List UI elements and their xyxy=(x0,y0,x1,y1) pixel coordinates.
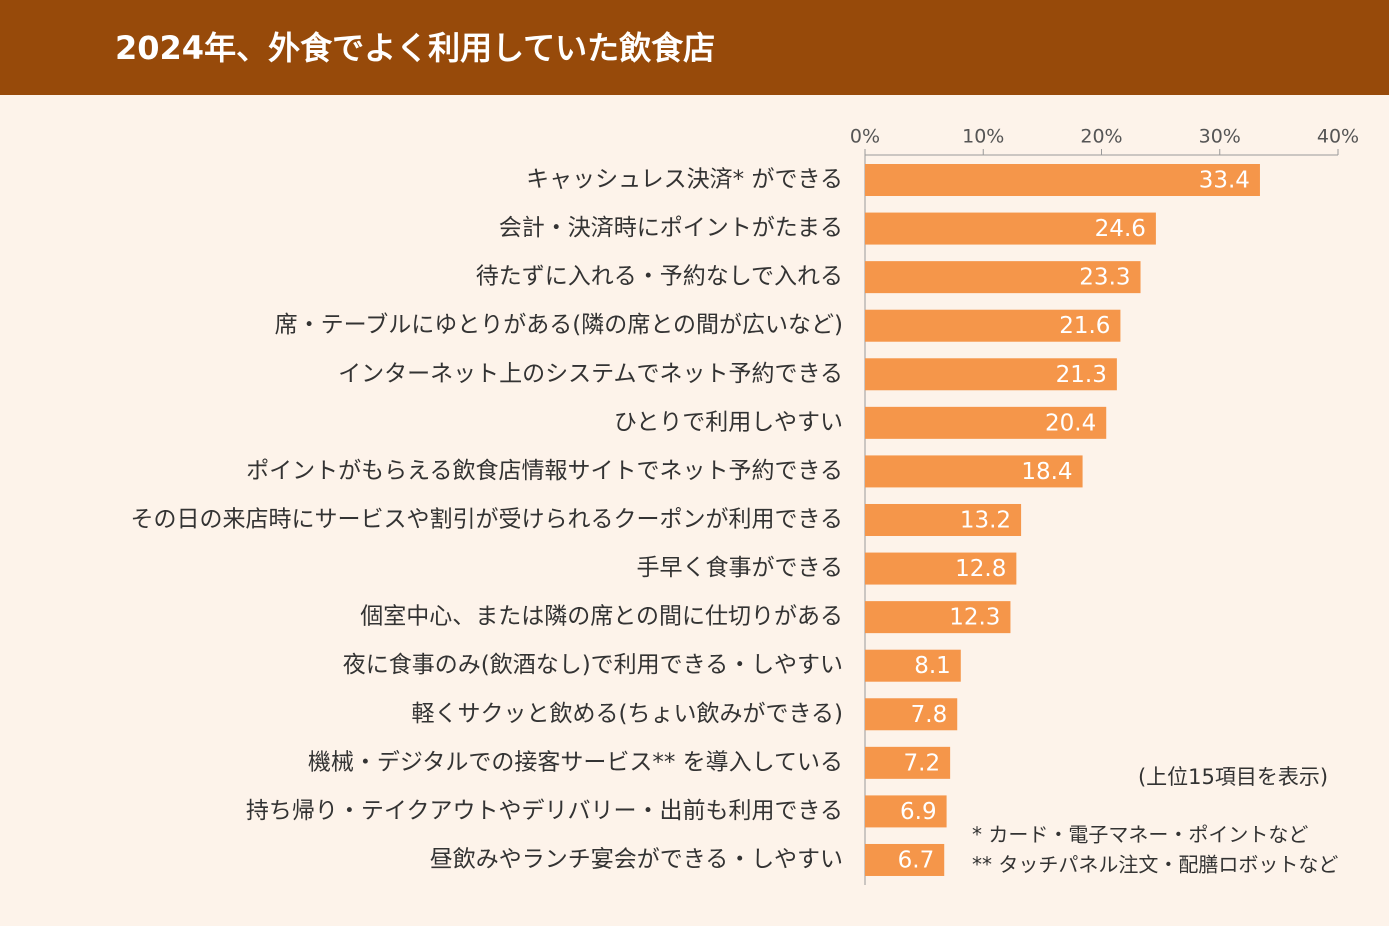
value-label: 7.2 xyxy=(904,750,941,776)
value-label: 21.6 xyxy=(1059,313,1110,339)
bar xyxy=(865,309,1121,342)
x-tick-label: 0% xyxy=(850,126,880,148)
y-tick-label: インターネット上のシステムでネット予約できる xyxy=(338,361,843,387)
value-label: 6.7 xyxy=(898,847,935,873)
y-tick-label: 機械・デジタルでの接客サービス** を導入している xyxy=(308,749,843,775)
value-label: 21.3 xyxy=(1056,362,1107,388)
bar xyxy=(865,795,947,828)
bar xyxy=(865,601,1011,634)
bar xyxy=(865,552,1017,585)
bar xyxy=(865,406,1107,439)
annotation: ** タッチパネル注文・配膳ロボットなど xyxy=(972,853,1338,877)
value-label: 13.2 xyxy=(960,507,1011,533)
y-tick-label: 会計・決済時にポイントがたまる xyxy=(499,215,843,241)
y-tick-label: 持ち帰り・テイクアウトやデリバリー・出前も利用できる xyxy=(246,798,843,824)
value-label: 33.4 xyxy=(1199,168,1250,194)
value-label: 12.3 xyxy=(949,605,1000,631)
bar xyxy=(865,649,961,682)
y-tick-label: 手早く食事ができる xyxy=(636,555,843,581)
y-tick-label: ひとりで利用しやすい xyxy=(614,409,843,435)
y-tick-label: 昼飲みやランチ宴会ができる・しやすい xyxy=(430,846,843,872)
value-label: 8.1 xyxy=(914,653,951,679)
value-label: 20.4 xyxy=(1045,410,1096,436)
y-tick-label: キャッシュレス決済* ができる xyxy=(526,167,843,193)
x-tick-label: 10% xyxy=(962,126,1004,148)
header-bar xyxy=(0,0,1389,95)
annotation: * カード・電子マネー・ポイントなど xyxy=(972,823,1308,847)
bar xyxy=(865,698,958,731)
x-tick-label: 40% xyxy=(1317,126,1359,148)
bar xyxy=(865,746,951,779)
value-label: 12.8 xyxy=(955,556,1006,582)
y-tick-label: 夜に食事のみ(飲酒なし)で利用できる・しやすい xyxy=(343,652,843,678)
bar xyxy=(865,455,1083,488)
annotation: (上位15項目を表示) xyxy=(1138,765,1328,789)
y-tick-label: 軽くサクッと飲める(ちょい飲みができる) xyxy=(412,701,844,727)
bar xyxy=(865,358,1117,391)
y-tick-label: 席・テーブルにゆとりがある(隣の席との間が広いなど) xyxy=(275,312,843,338)
value-label: 7.8 xyxy=(911,702,948,728)
value-label: 6.9 xyxy=(900,799,937,825)
y-tick-label: その日の来店時にサービスや割引が受けられるクーポンが利用できる xyxy=(130,506,843,532)
y-tick-label: 待たずに入れる・予約なしで入れる xyxy=(476,264,843,290)
value-label: 23.3 xyxy=(1079,265,1130,291)
bar xyxy=(865,212,1156,245)
bar xyxy=(865,164,1260,196)
x-tick-label: 20% xyxy=(1080,126,1122,148)
bar xyxy=(865,503,1022,536)
value-label: 24.6 xyxy=(1095,216,1146,242)
value-label: 18.4 xyxy=(1021,459,1072,485)
y-tick-label: ポイントがもらえる飲食店情報サイトでネット予約できる xyxy=(246,458,843,484)
chart-title: 2024年、外食でよく利用していた飲食店 xyxy=(115,29,715,67)
x-tick-label: 30% xyxy=(1199,126,1241,148)
bar xyxy=(865,843,945,876)
bar xyxy=(865,261,1141,294)
y-tick-label: 個室中心、または隣の席との間に仕切りがある xyxy=(360,604,843,630)
